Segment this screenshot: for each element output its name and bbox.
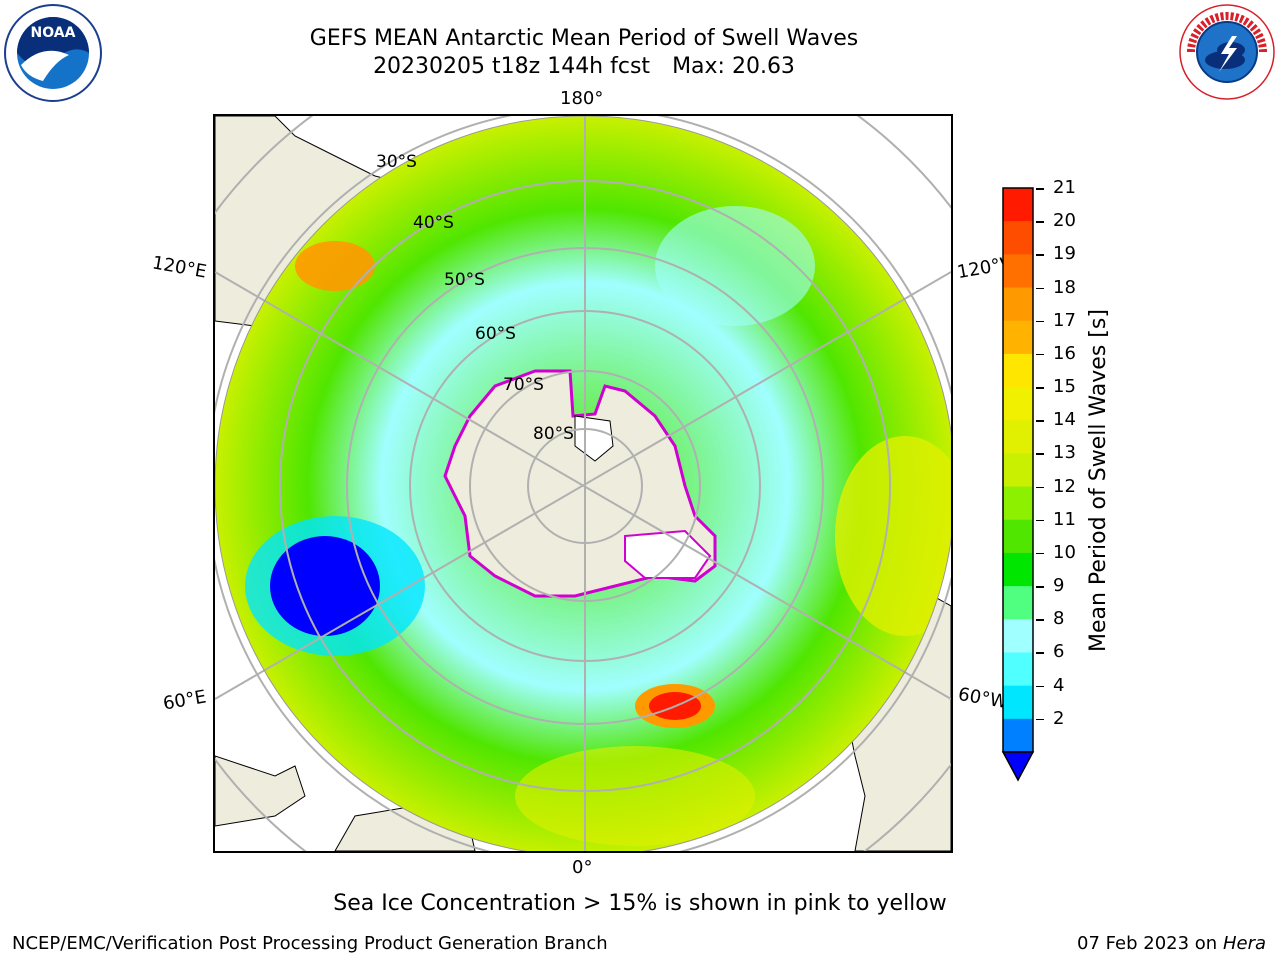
colorbar-segment	[1003, 718, 1033, 753]
colorbar-tick-label: 4	[1053, 674, 1065, 696]
colorbar-tick-mark	[1036, 619, 1044, 621]
lon-label-60e: 60°E	[161, 686, 208, 715]
colorbar-segment	[1003, 254, 1033, 289]
colorbar-tick-label: 9	[1053, 575, 1065, 597]
noaa-logo: NOAA	[4, 4, 102, 102]
colorbar-segment	[1003, 652, 1033, 687]
max-value: Max: 20.63	[672, 54, 795, 79]
generation-date: 07 Feb 2023 on Hera	[1077, 933, 1266, 954]
lat-label-50s: 50°S	[444, 270, 485, 290]
polar-map	[213, 114, 953, 853]
colorbar-segment	[1003, 486, 1033, 521]
colorbar-tick-label: 11	[1053, 508, 1076, 530]
colorbar-segment	[1003, 453, 1033, 488]
lat-label-70s: 70°S	[503, 375, 544, 395]
map-title: GEFS MEAN Antarctic Mean Period of Swell…	[309, 26, 859, 51]
colorbar-tick-mark	[1036, 420, 1044, 422]
colorbar-tick-label: 15	[1053, 376, 1076, 398]
colorbar-segment	[1003, 353, 1033, 388]
longitude-lines	[215, 116, 951, 851]
colorbar-segment	[1003, 519, 1033, 554]
colorbar-tick-mark	[1036, 685, 1044, 688]
colorbar-tick-label: 14	[1053, 409, 1076, 431]
lon-label-0: 0°	[572, 857, 593, 878]
colorbar-segment	[1003, 221, 1033, 255]
colorbar-tick-mark	[1036, 652, 1044, 654]
colorbar-tick-mark	[1036, 254, 1044, 256]
lon-label-180: 180°	[560, 88, 604, 109]
lat-label-30s: 30°S	[376, 152, 417, 172]
colorbar-tick-mark	[1036, 552, 1044, 555]
colorbar-segment	[1003, 552, 1033, 587]
polar-stereographic-plot	[215, 116, 951, 851]
colorbar-tick-label: 20	[1053, 210, 1076, 232]
lat-label-80s: 80°S	[533, 424, 574, 444]
colorbar-segment	[1003, 420, 1033, 454]
colorbar-tick-mark	[1036, 221, 1044, 223]
lat-label-40s: 40°S	[413, 213, 454, 233]
colorbar-tick-mark	[1036, 287, 1044, 290]
machine-name: Hera	[1222, 933, 1266, 954]
colorbar-tick-label: 8	[1053, 608, 1065, 630]
colorbar-tick-mark	[1036, 453, 1044, 455]
colorbar-segment	[1003, 619, 1033, 653]
colorbar-segment	[1003, 188, 1033, 222]
colorbar-tick-label: 19	[1053, 243, 1076, 265]
map-subtitle: 20230205 t18z 144h fcst Max: 20.63	[0, 54, 1168, 79]
colorbar-tick-mark	[1036, 387, 1044, 389]
colorbar-segment	[1003, 685, 1033, 720]
colorbar-tick-label: 10	[1053, 541, 1076, 563]
colorbar-tick-mark	[1036, 353, 1044, 356]
svg-text:NOAA: NOAA	[31, 25, 76, 41]
colorbar-tick-label: 2	[1053, 707, 1065, 729]
colorbar-segment	[1003, 586, 1033, 620]
colorbar-tick-mark	[1036, 486, 1044, 489]
very-low-period-region	[270, 536, 380, 636]
colorbar-tick-mark	[1036, 188, 1044, 190]
colorbar-label: Mean Period of Swell Waves [s]	[1086, 309, 1111, 652]
lon-label-120e: 120°E	[150, 252, 209, 283]
colorbar-segment	[1003, 320, 1033, 355]
colorbar-tick-label: 16	[1053, 342, 1076, 364]
colorbar-tick-mark	[1036, 320, 1044, 323]
colorbar-tick-mark	[1036, 586, 1044, 588]
colorbar-tick-mark	[1036, 519, 1044, 522]
colorbar-segment	[1003, 287, 1033, 322]
nws-logo	[1179, 4, 1275, 100]
colorbar	[1001, 187, 1035, 782]
colorbar-tick-label: 21	[1053, 177, 1076, 198]
colorbar-tick-label: 17	[1053, 309, 1076, 331]
africa-land	[215, 755, 306, 827]
colorbar-tick-label: 18	[1053, 276, 1076, 298]
colorbar-segment	[1003, 387, 1033, 421]
lat-label-60s: 60°S	[475, 324, 516, 344]
colorbar-tick-label: 12	[1053, 475, 1076, 497]
sea-ice-note: Sea Ice Concentration > 15% is shown in …	[333, 891, 947, 916]
colorbar-under-arrow	[1001, 751, 1035, 782]
forecast-date: 20230205 t18z 144h fcst	[373, 54, 651, 79]
credit-text: NCEP/EMC/Verification Post Processing Pr…	[12, 933, 608, 954]
weddell-ice	[624, 529, 712, 579]
colorbar-tick-mark	[1036, 718, 1044, 721]
colorbar-tick-label: 6	[1053, 641, 1065, 663]
colorbar-tick-label: 13	[1053, 442, 1076, 464]
